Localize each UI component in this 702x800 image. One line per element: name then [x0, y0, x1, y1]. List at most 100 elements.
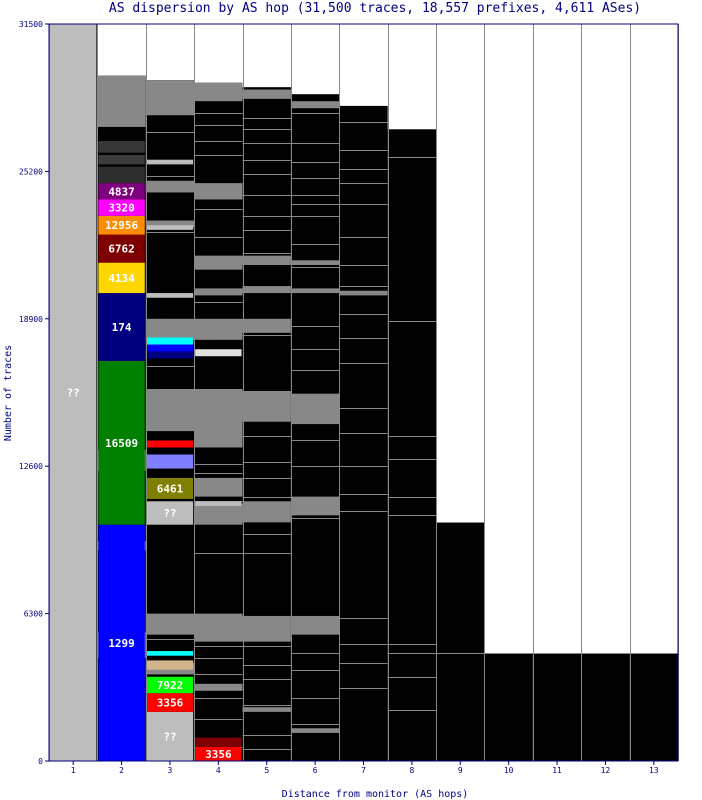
as-segment-12956 — [98, 215, 145, 235]
hop-3-column: ?? 3356 7922?? 6461 — [145, 80, 195, 761]
hop-6-bar — [290, 94, 340, 761]
as-segment-3356 — [146, 693, 194, 712]
segment-label: ?? — [67, 387, 80, 400]
stub-block — [194, 288, 243, 296]
as-segment — [98, 155, 145, 165]
stub-block — [290, 101, 340, 109]
as-segment — [146, 344, 194, 352]
as-segment-3356 — [195, 746, 242, 761]
as-segment-16509 — [98, 360, 145, 525]
stub-block — [290, 615, 340, 635]
stub-block — [242, 255, 291, 265]
hop-1-column: ?? — [49, 24, 98, 761]
x-tick-label: 5 — [264, 766, 269, 775]
as-segment — [146, 225, 194, 230]
x-tick-label: 11 — [552, 766, 562, 775]
x-tick-label: 4 — [216, 766, 221, 775]
stub-block — [194, 613, 243, 642]
stub-block — [145, 318, 195, 340]
hop-11-bar — [532, 653, 582, 761]
hop-7-column — [339, 105, 388, 761]
stub-block — [242, 391, 291, 422]
hop-8-column — [387, 129, 437, 762]
as-segment-qq — [146, 711, 194, 761]
hop-12-bar — [581, 653, 630, 761]
chart-title: AS dispersion by AS hop (31,500 traces, … — [109, 1, 641, 16]
stub-block — [290, 728, 340, 733]
y-tick-label: 18900 — [19, 315, 43, 324]
hop-13-column — [629, 653, 678, 761]
hop-5-column — [242, 87, 291, 761]
as-segment-6762 — [98, 234, 145, 263]
hop-12-column — [581, 653, 630, 761]
segment-label: 12956 — [105, 219, 138, 232]
hop-13-bar — [629, 653, 678, 761]
as-segment-4134 — [98, 262, 145, 294]
segment-label: 4837 — [108, 185, 135, 198]
stub-block — [194, 183, 243, 200]
as-segment-qq — [50, 24, 97, 761]
bars-group: ?? 1299 16509 174 4134 6762 12956 3320 4837?? 335… — [49, 24, 678, 762]
hop-9-bar — [436, 522, 485, 761]
x-axis-ticks: 1 2 3 4 5 6 7 8 9 10 11 12 13 — [71, 761, 659, 775]
as-segment — [195, 737, 242, 747]
segment-label: 174 — [112, 321, 132, 334]
segment-label: 6461 — [157, 482, 184, 495]
y-tick-label: 25200 — [19, 167, 43, 176]
stub-block — [194, 683, 243, 691]
segment-label: ?? — [163, 730, 176, 743]
as-segment — [146, 293, 194, 298]
hop-2-column: 1299 16509 174 4134 6762 12956 3320 4837 — [97, 75, 146, 761]
as-segment-4837 — [98, 183, 145, 200]
stub-block — [194, 82, 243, 102]
stub-block — [194, 477, 243, 497]
stub-block — [145, 388, 195, 432]
stub-block — [145, 220, 195, 228]
stub-block — [290, 288, 340, 294]
as-segment — [195, 349, 242, 357]
x-tick-label: 13 — [649, 766, 659, 775]
stub-block — [290, 496, 340, 516]
stub-block — [194, 255, 243, 270]
stub-block — [242, 501, 291, 523]
segment-label: 7922 — [157, 679, 184, 692]
as-segment — [146, 651, 194, 656]
x-tick-label: 8 — [409, 766, 414, 775]
as-segment — [146, 351, 194, 359]
hop-9-column — [436, 522, 485, 761]
as-segment — [146, 440, 194, 448]
as-segment-7922 — [146, 676, 194, 694]
stub-block — [242, 707, 291, 712]
as-segment — [98, 140, 145, 153]
stub-block — [145, 180, 195, 193]
segment-label: 3356 — [157, 697, 184, 710]
stub-block — [145, 613, 195, 635]
segment-label: 3356 — [205, 748, 232, 761]
stub-block — [242, 318, 291, 333]
as-segment — [146, 159, 194, 165]
stub-block — [242, 89, 291, 99]
as-segment-qq — [146, 501, 194, 525]
stub-block — [242, 615, 291, 642]
y-tick-label: 31500 — [19, 20, 43, 29]
x-tick-label: 6 — [313, 766, 318, 775]
y-axis-label: Number of traces — [3, 345, 14, 441]
as-segment — [146, 454, 194, 469]
x-tick-label: 9 — [458, 766, 463, 775]
segment-label: 6762 — [108, 243, 135, 256]
segment-label: 16509 — [105, 437, 138, 450]
y-tick-label: 12600 — [19, 462, 43, 471]
as-segment — [146, 337, 194, 345]
hop-6-column — [290, 94, 340, 761]
hop-11-column — [532, 653, 582, 761]
stub-block — [194, 503, 243, 525]
segment-label: 3320 — [108, 202, 135, 215]
stub-block — [97, 75, 146, 127]
hop-8-bar — [387, 129, 437, 762]
hop-10-bar — [484, 653, 533, 761]
stub-block — [194, 388, 243, 448]
stub-block — [290, 393, 340, 425]
hop-10-column — [484, 653, 533, 761]
x-tick-label: 12 — [601, 766, 611, 775]
x-tick-label: 3 — [168, 766, 173, 775]
